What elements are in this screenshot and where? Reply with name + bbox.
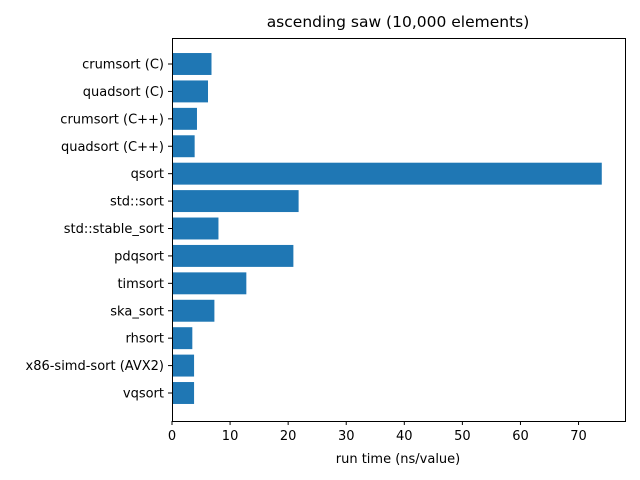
bar-2 <box>172 107 197 130</box>
bar-10 <box>172 327 193 350</box>
x-tick-label: 30 <box>338 429 355 444</box>
y-tick-label: timsort <box>117 277 164 292</box>
bar-1 <box>172 80 209 103</box>
x-tick-label: 40 <box>396 429 413 444</box>
bars-group <box>172 53 602 404</box>
y-tick-label: crumsort (C++) <box>60 112 164 127</box>
y-tick-label: quadsort (C) <box>83 85 164 100</box>
bar-11 <box>172 354 195 377</box>
bar-7 <box>172 244 294 267</box>
x-axis: 0 10 20 30 40 50 60 70 <box>168 421 587 444</box>
plot-frame <box>172 38 626 422</box>
y-tick-label: crumsort (C) <box>82 58 164 73</box>
bar-3 <box>172 135 195 158</box>
y-tick-label: std::stable_sort <box>64 222 164 237</box>
x-tick-label: 20 <box>280 429 297 444</box>
x-tick-label: 0 <box>168 429 176 444</box>
bar-5 <box>172 190 299 213</box>
y-axis: crumsort (C) quadsort (C) crumsort (C++) qu… <box>26 58 172 402</box>
bar-8 <box>172 272 247 295</box>
bar-0 <box>172 53 212 75</box>
y-tick-label: qsort <box>131 167 164 182</box>
y-tick-label: rhsort <box>125 332 164 347</box>
y-tick-label: x86-simd-sort (AVX2) <box>26 359 165 374</box>
x-tick-label: 60 <box>512 429 529 444</box>
y-tick-label: quadsort (C++) <box>61 140 164 155</box>
x-tick-label: 10 <box>222 429 239 444</box>
x-axis-label: run time (ns/value) <box>336 452 461 467</box>
y-tick-label: std::sort <box>110 195 164 210</box>
x-tick-label: 70 <box>570 429 587 444</box>
bar-4 <box>172 162 602 185</box>
y-tick-label: pdqsort <box>114 249 164 264</box>
bar-9 <box>172 299 215 322</box>
y-tick-label: vqsort <box>123 387 164 402</box>
bar-6 <box>172 217 219 240</box>
chart-title: ascending saw (10,000 elements) <box>267 13 530 31</box>
y-tick-label: ska_sort <box>110 304 164 319</box>
bar-12 <box>172 382 195 404</box>
x-tick-label: 50 <box>454 429 471 444</box>
